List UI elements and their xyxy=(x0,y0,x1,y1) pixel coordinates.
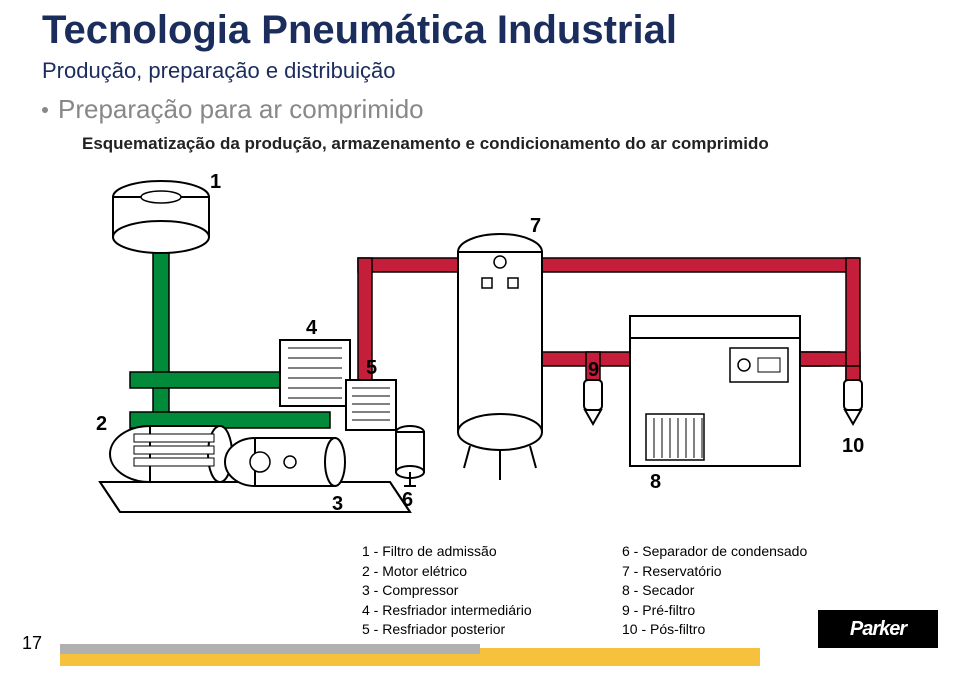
legend-item: 9 - Pré-filtro xyxy=(622,601,807,621)
parker-logo-text: Parker xyxy=(850,618,906,641)
band-gray xyxy=(60,644,480,654)
legend-item: 1 - Filtro de admissão xyxy=(362,542,532,562)
label-6: 6 xyxy=(402,489,413,511)
legend-right: 6 - Separador de condensado 7 - Reservat… xyxy=(622,542,807,640)
legend-item: 6 - Separador de condensado xyxy=(622,542,807,562)
bullet-row: Preparação para ar comprimido xyxy=(42,94,424,125)
legend-item: 8 - Secador xyxy=(622,581,807,601)
legend-item: 7 - Reservatório xyxy=(622,562,807,582)
bullet-dot-icon xyxy=(42,107,48,113)
label-3: 3 xyxy=(332,493,343,515)
label-1: 1 xyxy=(210,171,221,193)
schematic-diagram: 1 2 3 4 5 6 7 8 9 10 xyxy=(90,162,870,522)
label-9: 9 xyxy=(588,359,599,381)
label-4: 4 xyxy=(306,317,318,339)
page-number: 17 xyxy=(22,633,42,654)
schematic-caption: Esquematização da produção, armazenament… xyxy=(82,134,769,154)
label-5: 5 xyxy=(366,357,377,379)
slide: Tecnologia Pneumática Industrial Produçã… xyxy=(0,0,960,676)
slide-subtitle: Produção, preparação e distribuição xyxy=(42,58,395,84)
legend-item: 3 - Compressor xyxy=(362,581,532,601)
label-2: 2 xyxy=(96,413,107,435)
label-7: 7 xyxy=(530,215,541,237)
bullet-text: Preparação para ar comprimido xyxy=(58,94,424,125)
parker-logo: Parker xyxy=(818,610,938,648)
footer-band xyxy=(60,648,760,666)
legend-item: 4 - Resfriador intermediário xyxy=(362,601,532,621)
legend-item: 5 - Resfriador posterior xyxy=(362,620,532,640)
label-10: 10 xyxy=(842,435,864,457)
legend-item: 10 - Pós-filtro xyxy=(622,620,807,640)
legend-left: 1 - Filtro de admissão 2 - Motor elétric… xyxy=(362,542,532,640)
legend-item: 2 - Motor elétrico xyxy=(362,562,532,582)
label-8: 8 xyxy=(650,471,661,493)
slide-title: Tecnologia Pneumática Industrial xyxy=(42,8,677,53)
